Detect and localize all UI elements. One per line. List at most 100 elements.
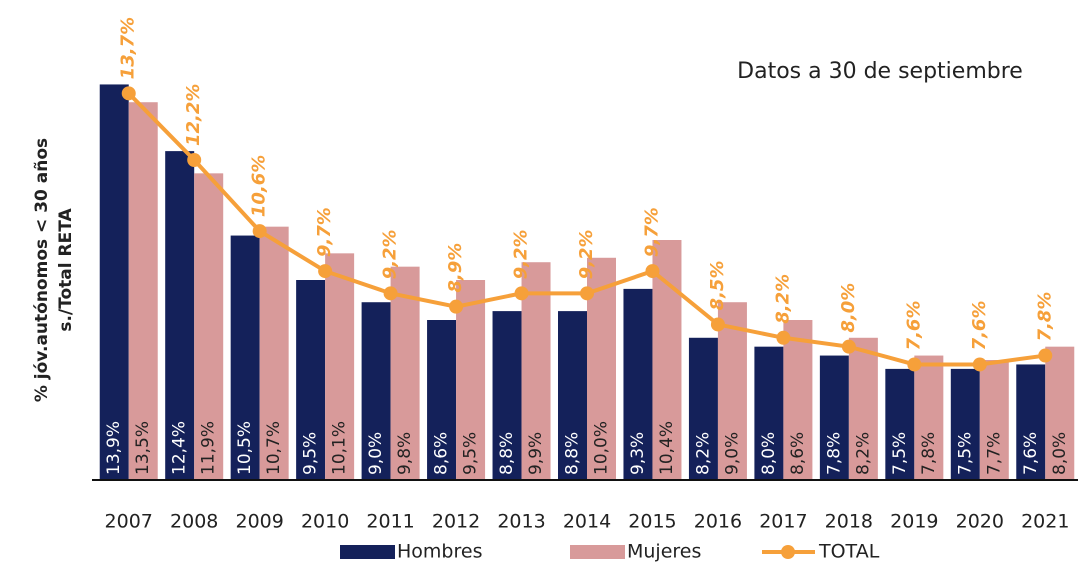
total-value-label: 7,8% [1034, 292, 1055, 342]
bar [325, 253, 355, 480]
legend-label: Mujeres [627, 541, 701, 563]
x-tick-label: 2018 [825, 511, 873, 533]
bar [99, 84, 129, 480]
total-value-label: 9,7% [641, 207, 662, 257]
y-axis-title: % jóv.autónomos < 30 años [32, 138, 52, 402]
total-value-label: 9,2% [576, 229, 597, 279]
total-value-label: 8,2% [772, 274, 793, 324]
bar [688, 337, 718, 480]
total-point [187, 153, 202, 167]
legend-swatch [570, 545, 625, 559]
bar [623, 288, 653, 480]
bar [492, 311, 522, 480]
bar [717, 302, 747, 480]
total-value-label: 7,6% [969, 301, 990, 351]
bar-value-label: 12,4% [170, 421, 190, 475]
bar [1045, 346, 1075, 480]
bar-value-label: 10,1% [330, 421, 350, 475]
x-tick-label: 2019 [890, 511, 938, 533]
bar [885, 368, 915, 480]
x-tick-label: 2009 [235, 511, 283, 533]
x-tick-label: 2007 [105, 511, 153, 533]
bar-value-label: 9,0% [722, 432, 742, 475]
bar [950, 368, 980, 480]
x-tick-label: 2012 [432, 511, 480, 533]
legend-label: Hombres [397, 541, 482, 563]
total-point [972, 357, 987, 372]
bar-value-label: 11,9% [199, 421, 219, 475]
x-tick-label: 2020 [956, 511, 1004, 533]
bar [848, 337, 878, 480]
bar [230, 235, 260, 480]
bar-value-label: 7,5% [955, 432, 975, 475]
bar [427, 320, 457, 480]
total-value-label: 10,6% [249, 155, 270, 217]
total-value-label: 9,7% [314, 207, 335, 257]
total-point [710, 317, 725, 332]
bar [296, 280, 326, 480]
bar-value-label: 13,9% [104, 421, 124, 475]
bar-value-label: 8,2% [853, 432, 873, 475]
annotation: Datos a 30 de septiembre [737, 59, 1023, 84]
bar-value-label: 10,4% [657, 421, 677, 475]
bar [652, 240, 682, 480]
bar-value-label: 8,6% [788, 432, 808, 475]
total-point [907, 357, 922, 372]
bar-value-label: 8,2% [693, 432, 713, 475]
bar [165, 151, 195, 480]
bar-value-label: 7,6% [1021, 432, 1041, 475]
total-point [449, 299, 464, 314]
bar-value-label: 7,5% [890, 432, 910, 475]
bar [914, 355, 944, 480]
bar-value-label: 8,0% [759, 432, 779, 475]
total-point [580, 286, 594, 301]
bar [456, 280, 486, 480]
bar-value-label: 9,0% [366, 432, 386, 475]
x-tick-label: 2013 [497, 511, 545, 533]
total-value-label: 13,7% [118, 17, 139, 79]
total-point [645, 264, 660, 279]
total-point [1038, 348, 1053, 363]
x-tick-label: 2011 [366, 511, 414, 533]
x-tick-label: 2021 [1021, 511, 1069, 533]
bar [1016, 364, 1046, 480]
bar-value-label: 8,8% [563, 432, 583, 475]
total-value-label: 8,9% [445, 243, 466, 293]
bar-value-label: 8,8% [497, 432, 517, 475]
total-point [252, 224, 267, 239]
legend-label: TOTAL [818, 541, 880, 563]
bar [819, 355, 849, 480]
total-point [776, 330, 791, 345]
bar-value-label: 7,8% [824, 432, 844, 475]
y-axis-title: s./Total RETA [56, 208, 76, 332]
total-value-label: 7,6% [903, 301, 924, 351]
total-value-label: 12,2% [183, 84, 204, 146]
total-point [121, 86, 136, 101]
bar [128, 102, 158, 480]
total-point [383, 286, 398, 301]
bar-value-label: 9,9% [526, 432, 546, 475]
bar [754, 346, 784, 480]
bar [194, 173, 224, 481]
total-value-label: 9,2% [511, 229, 532, 279]
bar [558, 311, 587, 480]
bar-value-label: 8,6% [432, 432, 452, 475]
x-tick-label: 2017 [759, 511, 807, 533]
bar [259, 226, 289, 480]
total-value-label: 9,2% [380, 229, 401, 279]
bar [783, 320, 813, 480]
x-tick-label: 2008 [170, 511, 218, 533]
x-tick-label: 2016 [694, 511, 742, 533]
bar-value-label: 13,5% [133, 421, 153, 475]
x-tick-label: 2014 [563, 511, 611, 533]
total-point [841, 339, 856, 354]
legend-swatch [781, 545, 795, 559]
legend-swatch [340, 545, 395, 559]
bar [361, 302, 391, 480]
bar-value-label: 7,7% [984, 432, 1004, 475]
bar-value-label: 9,8% [395, 432, 415, 475]
x-tick-label: 2010 [301, 511, 349, 533]
x-tick-label: 2015 [628, 511, 676, 533]
bar-value-label: 9,5% [301, 432, 321, 475]
